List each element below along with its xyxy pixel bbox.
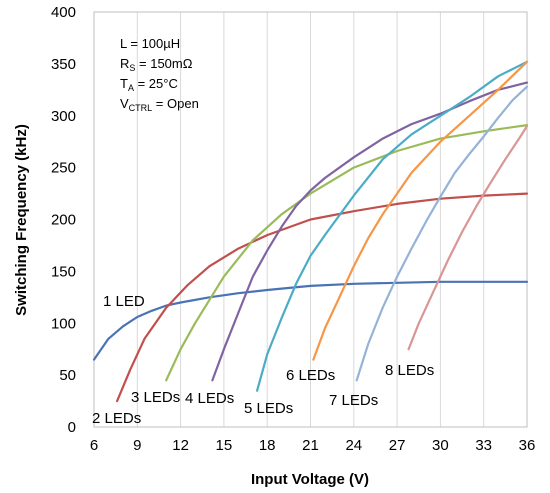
x-axis-title: Input Voltage (V) [251,471,369,488]
x-tick-label: 33 [475,437,492,454]
x-tick-label: 36 [519,437,536,454]
series-line-4 [211,81,529,382]
conditions-box: L = 100µH RS = 150mΩ TA = 25°C VCTRL = O… [120,36,199,113]
label-6-leds: 6 LEDs [286,367,335,384]
y-tick-label: 400 [51,4,76,21]
label-3-leds: 3 LEDs [131,389,180,406]
label-5-leds: 5 LEDs [244,400,293,417]
x-tick-label: 18 [259,437,276,454]
x-axis-ticks: 6 9 12 15 18 21 24 27 30 33 36 [90,437,536,454]
x-tick-label: 21 [302,437,319,454]
label-4-leds: 4 LEDs [185,390,234,407]
x-tick-label: 6 [90,437,98,454]
series-line-5 [256,60,529,392]
y-tick-label: 350 [51,56,76,73]
series-labels: 1 LED 2 LEDs 3 LEDs 4 LEDs 5 LEDs 6 LEDs… [92,293,434,427]
series-line-1 [92,280,529,361]
y-axis-title: Switching Frequency (kHz) [13,124,30,316]
x-tick-label: 9 [133,437,141,454]
x-tick-label: 27 [389,437,406,454]
condition-sense-resistor: RS = 150mΩ [120,56,193,73]
series-line-6 [312,60,529,361]
y-tick-label: 50 [59,367,76,384]
series-line-3 [165,123,529,382]
plot-area-frame [93,11,528,428]
condition-vctrl: VCTRL = Open [120,96,199,113]
x-tick-label: 30 [432,437,449,454]
series-line-8 [407,124,529,351]
x-tick-label: 15 [216,437,233,454]
y-tick-label: 0 [68,419,76,436]
y-tick-label: 300 [51,108,76,125]
y-tick-label: 150 [51,263,76,280]
y-axis-ticks: 0 50 100 150 200 250 300 350 400 [51,4,76,436]
label-8-leds: 8 LEDs [385,362,434,379]
label-2-leds: 2 LEDs [92,410,141,427]
y-tick-label: 250 [51,160,76,177]
x-tick-label: 12 [172,437,189,454]
label-1-led: 1 LED [103,293,145,310]
condition-temperature: TA = 25°C [120,76,178,93]
label-7-leds: 7 LEDs [329,392,378,409]
y-tick-label: 100 [51,315,76,332]
y-tick-label: 200 [51,212,76,229]
x-tick-label: 24 [345,437,362,454]
series-line-7 [355,85,529,382]
series-lines [92,60,529,403]
condition-inductor: L = 100µH [120,36,180,51]
